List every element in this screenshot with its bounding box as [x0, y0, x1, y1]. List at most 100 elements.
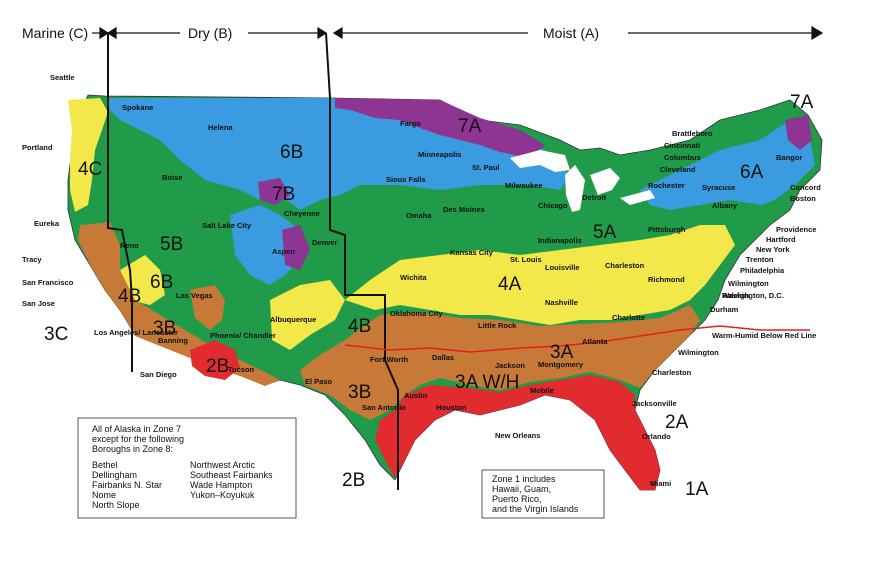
alaska-borough: Wade Hampton	[190, 480, 252, 490]
zone1-text: Zone 1 includes	[492, 474, 556, 484]
zone-label: 7A	[458, 116, 482, 137]
city-label: Raleigh	[722, 291, 750, 300]
city-label: Cincinnati	[664, 141, 700, 150]
city-label: Fargo	[400, 119, 421, 128]
zone1-text: Hawaii, Guam,	[492, 484, 551, 494]
city-label: Orlando	[642, 432, 671, 441]
city-label: Kansas City	[450, 248, 494, 257]
zone-label: 5A	[593, 222, 617, 243]
warm-humid-label: Warm-Humid Below Red Line	[712, 331, 816, 340]
city-label: Louisville	[545, 263, 580, 272]
alaska-borough: Northwest Arctic	[190, 460, 256, 470]
marine-label: Marine (C)	[22, 25, 88, 41]
city-label: Trenton	[746, 255, 774, 264]
zone-7-region	[282, 225, 310, 270]
city-label: Omaha	[406, 211, 432, 220]
city-label: Des Moines	[443, 205, 485, 214]
zone-label: 4B	[348, 316, 371, 337]
city-label: Salt Lake City	[202, 221, 252, 230]
city-label: Charlotte	[612, 313, 645, 322]
city-label: Miami	[650, 479, 671, 488]
city-label: Cheyenne	[284, 209, 320, 218]
city-label: Durham	[710, 305, 739, 314]
arrow-right-icon	[317, 26, 328, 40]
city-label: Las Vegas	[176, 291, 213, 300]
alaska-borough: Dellingham	[92, 470, 137, 480]
alaska-borough: Yukon–Koyukuk	[190, 490, 255, 500]
city-label: Rochester	[648, 181, 685, 190]
city-label: Montgomery	[538, 360, 584, 369]
city-label: San Francisco	[22, 278, 74, 287]
city-label: Phoenix/ Chandler	[210, 331, 276, 340]
city-labels: Seattle Portland Eureka Tracy San Franci…	[22, 73, 821, 488]
city-label: Tracy	[22, 255, 42, 264]
city-label: Atlanta	[582, 337, 608, 346]
alaska-heading: except for the following	[92, 434, 184, 444]
zone-label: 4A	[498, 274, 522, 295]
city-label: Tucson	[228, 365, 255, 374]
city-label: Spokane	[122, 103, 153, 112]
zone-label: 6B	[150, 272, 173, 293]
city-label: Houston	[436, 403, 467, 412]
alaska-borough: North Slope	[92, 500, 140, 510]
zone-7-region	[258, 178, 290, 205]
alaska-heading: All of Alaska in Zone 7	[92, 424, 181, 434]
zone-label: 2B	[342, 470, 365, 491]
city-label: Los Angeles/ Lancaster	[94, 328, 178, 337]
city-label: Richmond	[648, 275, 685, 284]
zone-3-region	[300, 305, 700, 420]
city-label: Little Rock	[478, 321, 517, 330]
city-label: Bangor	[776, 153, 802, 162]
zone1-text: Puerto Rico,	[492, 494, 542, 504]
zone-3-region	[78, 222, 280, 386]
city-label: Albuquerque	[270, 315, 316, 324]
moist-label: Moist (A)	[543, 25, 599, 41]
zone-6-region	[640, 120, 815, 210]
alaska-note: All of Alaska in Zone 7 except for the f…	[77, 417, 297, 519]
zone-label: 3B	[153, 318, 176, 339]
city-label: Fort Worth	[370, 355, 409, 364]
zone-4-region	[270, 280, 345, 350]
city-label: El Paso	[305, 377, 333, 386]
zone-6-region	[230, 205, 300, 285]
city-label: Austin	[404, 391, 428, 400]
arrow-left-icon	[106, 26, 117, 40]
city-label: Banning	[158, 336, 188, 345]
zone-7-region	[785, 115, 812, 150]
city-label: Wilmington	[678, 348, 719, 357]
zone-label: 3C	[44, 324, 68, 345]
city-label: Nashville	[545, 298, 578, 307]
zone-labels: 7A 7A 6B 6A 7B 4C 5B 5A 6B 4B 4A 4B 3C 3…	[44, 92, 814, 500]
arrow-right-icon	[811, 25, 824, 41]
zone-label: 7A	[790, 92, 814, 113]
alaska-borough: Southeast Fairbanks	[190, 470, 273, 480]
zone-label: 7B	[272, 184, 295, 205]
city-label: Syracuse	[702, 183, 735, 192]
zone-label: 3B	[348, 382, 371, 403]
city-label: Minneapolis	[418, 150, 461, 159]
zone-label: 3A	[550, 342, 574, 363]
zone-label: 5B	[160, 234, 183, 255]
zone-7-region	[335, 98, 545, 158]
city-label: Chicago	[538, 201, 568, 210]
city-label: San Diego	[140, 370, 177, 379]
city-label: Hartford	[766, 235, 796, 244]
city-label: Dallas	[432, 353, 454, 362]
city-label: Eureka	[34, 219, 60, 228]
city-label: Brattleboro	[672, 129, 713, 138]
zone-label: 1A	[685, 479, 709, 500]
city-label: Indianapolis	[538, 236, 582, 245]
city-label: Jacksonville	[632, 399, 677, 408]
city-label: Washington, D.C.	[722, 291, 784, 300]
city-label: Oklahoma City	[390, 309, 443, 318]
city-label: Philadelphia	[740, 266, 785, 275]
zone-label: 3A W/H	[455, 372, 519, 393]
city-label: St. Paul	[472, 163, 500, 172]
city-label: Charleston	[652, 368, 692, 377]
city-label: Denver	[312, 238, 338, 247]
alaska-borough: Fairbanks N. Star	[92, 480, 162, 490]
city-label: Providence	[776, 225, 816, 234]
city-label: Portland	[22, 143, 53, 152]
zone-label: 6A	[740, 162, 764, 183]
city-label: Milwaukee	[505, 181, 543, 190]
